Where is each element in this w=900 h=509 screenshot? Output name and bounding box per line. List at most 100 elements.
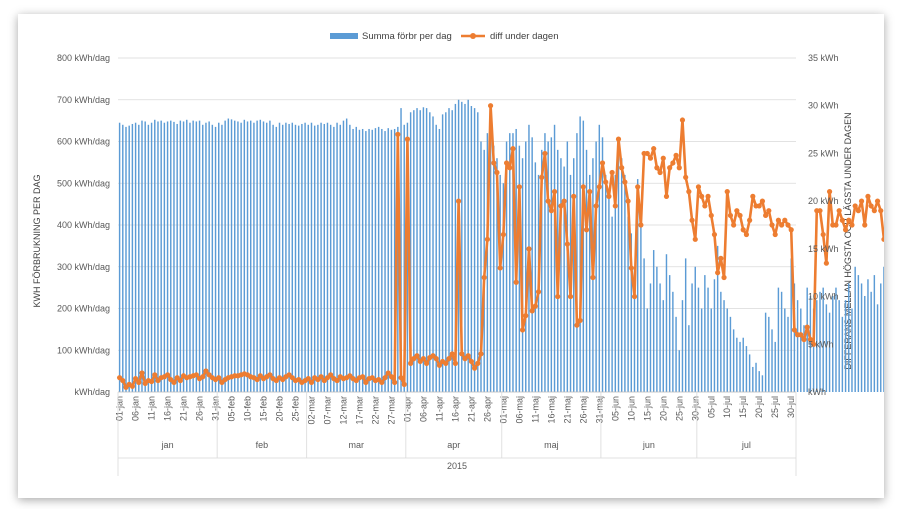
x-tick-label: 25-feb	[290, 396, 300, 422]
bar	[675, 316, 677, 392]
bar	[150, 122, 153, 393]
line-point	[606, 193, 612, 199]
line-point	[148, 378, 155, 385]
x-tick-label: 26-maj	[578, 396, 588, 424]
line-point	[587, 189, 593, 195]
line-point	[852, 203, 858, 209]
line-point	[510, 146, 516, 152]
line-point	[564, 241, 570, 247]
line-point	[449, 351, 455, 357]
bar	[157, 121, 159, 393]
bar	[224, 120, 226, 392]
bar	[250, 120, 252, 392]
bar	[259, 119, 262, 392]
bar	[525, 141, 527, 392]
line-point	[561, 198, 567, 204]
x-tick-label: 05-jun	[610, 396, 620, 421]
line-point	[785, 222, 791, 228]
bar	[368, 128, 370, 392]
line-point	[619, 165, 625, 171]
bar	[349, 124, 351, 393]
line-point	[532, 303, 538, 309]
line-point	[542, 150, 548, 157]
bar	[361, 128, 364, 392]
bar	[323, 123, 325, 392]
bar	[704, 275, 706, 392]
line-series	[116, 103, 884, 390]
bar	[333, 126, 335, 392]
line-point	[798, 332, 804, 338]
bar	[438, 128, 441, 392]
line-point	[507, 165, 513, 171]
bar	[646, 308, 649, 392]
bar	[764, 312, 767, 392]
y-right-tick-label: 5 kWh	[808, 339, 834, 349]
bar	[832, 295, 834, 392]
line-point	[663, 193, 670, 199]
bar	[649, 283, 652, 392]
bar	[186, 119, 188, 392]
combo-chart: Summa förbr per dag diff under dagen KWH…	[32, 31, 884, 476]
bar	[352, 128, 354, 392]
bar	[166, 121, 169, 393]
bar	[748, 354, 751, 392]
y-left-axis: kWh/dag 100 kWh/dag 200 kWh/dag 300 kWh/dag…	[57, 53, 110, 397]
bar	[787, 316, 789, 392]
bar	[256, 120, 258, 392]
month-label: jul	[741, 440, 751, 450]
bar	[451, 110, 453, 392]
bar	[291, 122, 294, 393]
line-point	[615, 136, 622, 142]
line-point	[193, 372, 199, 378]
line-point	[539, 174, 545, 180]
bar	[448, 108, 450, 392]
line-point	[120, 377, 126, 384]
line-point	[721, 274, 727, 281]
bar	[595, 141, 597, 392]
bar	[732, 329, 735, 392]
line-point	[740, 227, 746, 233]
bar	[880, 283, 882, 392]
line-point	[363, 379, 369, 386]
x-tick-label: 30-jun	[690, 396, 700, 421]
line-point	[478, 351, 484, 357]
bar	[812, 308, 815, 392]
line-point	[459, 351, 465, 357]
line-point	[555, 293, 561, 300]
x-tick-label: 16-jan	[163, 396, 173, 421]
line-point	[571, 193, 577, 199]
y-left-tick-label: 300 kWh/dag	[57, 262, 110, 272]
x-tick-label: 16-apr	[450, 396, 460, 422]
bar	[509, 133, 511, 392]
line-point	[823, 260, 829, 266]
x-tick-label: 01-jan	[115, 396, 125, 421]
line-point	[657, 169, 663, 176]
bar	[627, 216, 629, 392]
bar	[454, 103, 457, 393]
bar	[550, 137, 553, 392]
line-point	[804, 324, 810, 330]
bar	[665, 254, 668, 392]
line-point	[558, 203, 564, 209]
bar	[269, 120, 271, 392]
bar	[281, 124, 284, 393]
y-left-tick-label: 100 kWh/dag	[57, 345, 110, 355]
bar	[278, 122, 281, 393]
bar	[342, 120, 345, 392]
bar	[620, 158, 623, 392]
bar	[234, 120, 236, 392]
bar	[160, 120, 162, 392]
line-point	[152, 372, 158, 378]
line-point	[177, 377, 183, 384]
line-point	[759, 198, 766, 204]
bar	[310, 122, 313, 393]
x-tick-label: 10-jul	[722, 396, 732, 418]
bar	[400, 108, 402, 392]
line-point	[737, 212, 743, 219]
line-point	[839, 217, 845, 223]
bar	[768, 316, 770, 392]
line-point	[471, 365, 478, 371]
line-point	[308, 379, 315, 386]
bar	[205, 122, 207, 393]
legend-label-bars: Summa förbr per dag	[362, 31, 452, 42]
